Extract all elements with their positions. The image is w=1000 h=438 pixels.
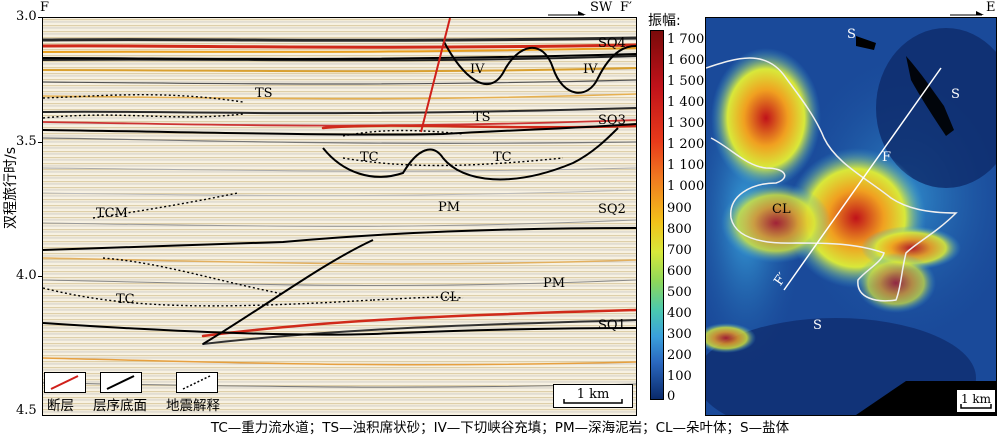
label-ts-1: TS xyxy=(255,86,273,101)
map-label-s-2: S xyxy=(951,87,960,102)
legend-seismic-interp xyxy=(176,372,218,393)
colorbar-tick: 1 200 xyxy=(667,137,705,152)
colorbar-tick: 0 xyxy=(667,389,676,404)
y-tick-mark xyxy=(38,17,42,18)
colorbar-tick: 800 xyxy=(667,222,692,237)
colorbar-tick: 1 100 xyxy=(667,158,705,173)
colorbar-title: 振幅: xyxy=(648,13,681,29)
y-tick-4-5: 4.5 xyxy=(16,403,37,418)
colorbar-tick: 200 xyxy=(667,348,692,363)
direction-arrow-icon xyxy=(950,2,986,21)
left-scale-bar: 1 km xyxy=(553,384,633,408)
label-tc-1: TC xyxy=(360,150,379,165)
y-tick-3-5: 3.5 xyxy=(16,134,37,149)
seismic-section-panel xyxy=(42,17,637,416)
map-label-s-3: S xyxy=(813,318,822,333)
y-tick-mark xyxy=(38,142,42,143)
colorbar-tick: 100 xyxy=(667,369,692,384)
legend-seismic-interp-label: 地震解释 xyxy=(166,398,220,414)
colorbar-tick: 700 xyxy=(667,243,692,258)
colorbar-tick: 1 600 xyxy=(667,53,705,68)
label-tc-3: TC xyxy=(116,292,135,307)
label-iv-2: IV xyxy=(583,62,598,77)
profile-end-label: F′ xyxy=(620,0,632,15)
legend-fault xyxy=(44,372,86,393)
colorbar-tick: 1 400 xyxy=(667,95,705,110)
map-label-s-1: S xyxy=(847,27,856,42)
colorbar-tick: 1 000 xyxy=(667,179,705,194)
figure-caption: TC—重力流水道；TS—浊积席状砂；IV—下切峡谷充填；PM—深海泥岩；CL—朵… xyxy=(210,420,790,436)
label-pm-1: PM xyxy=(438,200,461,215)
profile-start-label: F xyxy=(40,0,50,15)
label-pm-2: PM xyxy=(543,276,566,291)
label-iv-1: IV xyxy=(470,62,485,77)
map-label-cl: CL xyxy=(772,202,791,217)
colorbar-tick: 1 500 xyxy=(667,74,705,89)
map-label-f: F xyxy=(882,150,892,165)
label-sq3: SQ3 xyxy=(598,113,626,128)
sequence-base-line-icon xyxy=(106,375,135,390)
colorbar-tick: 300 xyxy=(667,327,692,342)
right-scale-bar: 1 km xyxy=(956,389,996,413)
label-cl: CL xyxy=(440,290,459,305)
attribute-map-panel xyxy=(705,17,997,416)
y-tick-3-0: 3.0 xyxy=(16,9,37,24)
direction-label: SW xyxy=(590,0,613,15)
colorbar-tick: 900 xyxy=(667,201,692,216)
right-scale-bar-label: 1 km xyxy=(960,392,992,406)
label-sq1: SQ1 xyxy=(598,318,626,333)
amplitude-attribute-map xyxy=(706,18,996,415)
colorbar-tick: 500 xyxy=(667,285,692,300)
label-ts-2: TS xyxy=(473,110,491,125)
left-scale-bar-label: 1 km xyxy=(576,387,610,402)
y-tick-mark xyxy=(38,276,42,277)
legend-sequence-base-label: 层序底面 xyxy=(93,398,147,414)
colorbar-tick: 600 xyxy=(667,264,692,279)
legend-fault-label: 断层 xyxy=(47,398,74,414)
label-sq4: SQ4 xyxy=(598,36,626,51)
seismic-interp-line-icon xyxy=(182,375,211,390)
y-axis-label: 双程旅行时/s xyxy=(3,147,19,230)
seismic-section-image xyxy=(43,18,636,415)
map-direction-label: E xyxy=(986,0,996,15)
legend-sequence-base xyxy=(100,372,142,393)
label-tcm: TCM xyxy=(96,206,128,221)
label-sq2: SQ2 xyxy=(598,202,626,217)
label-tc-2: TC xyxy=(493,150,512,165)
direction-arrow-icon xyxy=(548,2,588,21)
colorbar-tick: 400 xyxy=(667,306,692,321)
colorbar-tick: 1 700 xyxy=(667,32,705,47)
amplitude-colorbar xyxy=(650,30,664,400)
y-tick-4-0: 4.0 xyxy=(16,268,37,283)
fault-line-icon xyxy=(50,375,79,390)
colorbar-tick: 1 300 xyxy=(667,116,705,131)
